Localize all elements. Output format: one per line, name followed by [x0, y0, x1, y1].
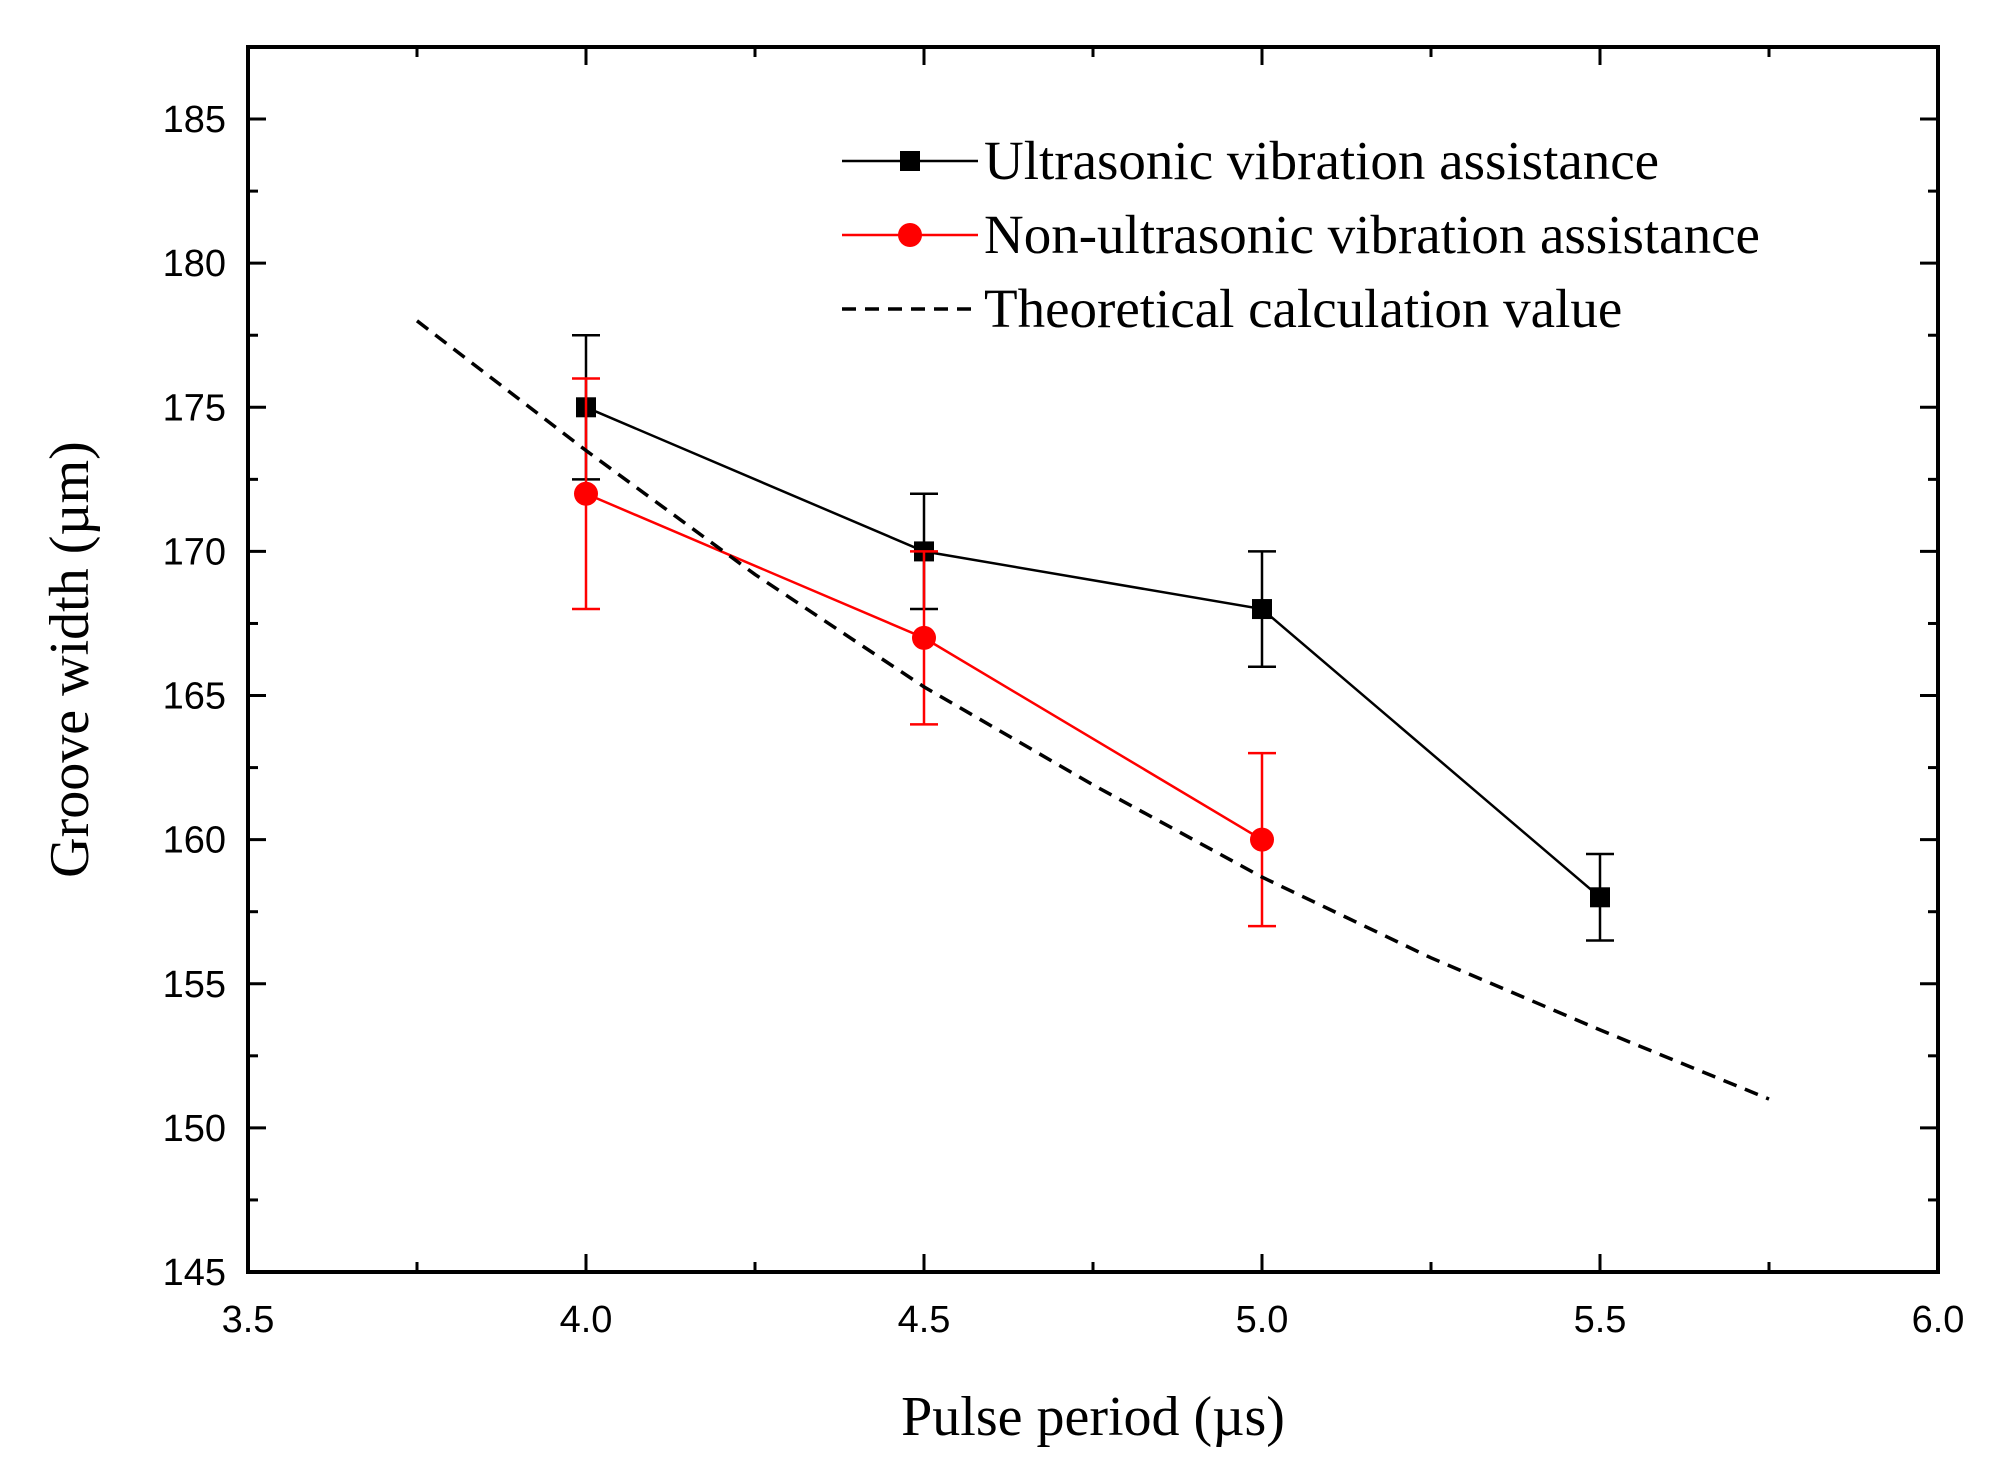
series-layer	[415, 319, 1770, 1101]
series-0	[572, 333, 1614, 942]
x-tick-label: 5.5	[1574, 1299, 1627, 1341]
series-line	[585, 406, 1601, 899]
axis-tick-labels: 3.5 4.0 4.5 5.0 5.5 6.0 145 150 155 160 165 170 175 1…	[163, 99, 1965, 1341]
legend-label-1: Non-ultrasonic vibration assistance	[984, 204, 1760, 265]
y-tick-label: 145	[163, 1252, 226, 1294]
data-point	[574, 481, 598, 506]
y-tick-label: 165	[163, 676, 226, 718]
legend-label-0: Ultrasonic vibration assistance	[984, 130, 1659, 191]
series-2	[415, 319, 1770, 1101]
y-tick-label: 170	[163, 531, 226, 573]
x-tick-label: 4.0	[560, 1299, 613, 1341]
y-tick-label: 160	[163, 820, 226, 862]
data-point	[1590, 887, 1610, 908]
legend-marker-0	[900, 151, 920, 171]
y-tick-label: 180	[163, 243, 226, 285]
y-tick-label: 155	[163, 964, 226, 1006]
y-tick-label: 175	[163, 387, 226, 429]
x-tick-label: 5.0	[1236, 1299, 1289, 1341]
y-axis-title: Groove width (µm)	[39, 441, 101, 878]
x-tick-label: 3.5	[222, 1299, 275, 1341]
series-line	[415, 319, 1770, 1101]
legend-label-2: Theoretical calculation value	[984, 278, 1622, 339]
axis-ticks	[246, 47, 1940, 1274]
legend-marker-1	[898, 223, 922, 247]
data-point	[912, 625, 936, 650]
y-tick-label: 150	[163, 1108, 226, 1150]
data-point	[1252, 599, 1272, 620]
y-tick-label: 185	[163, 99, 226, 141]
series-1	[572, 377, 1276, 928]
data-point	[1250, 827, 1274, 852]
legend: Ultrasonic vibration assistance Non-ultra…	[842, 130, 1760, 339]
x-tick-label: 6.0	[1912, 1299, 1965, 1341]
x-tick-label: 4.5	[898, 1299, 951, 1341]
x-axis-title: Pulse period (µs)	[901, 1386, 1285, 1448]
